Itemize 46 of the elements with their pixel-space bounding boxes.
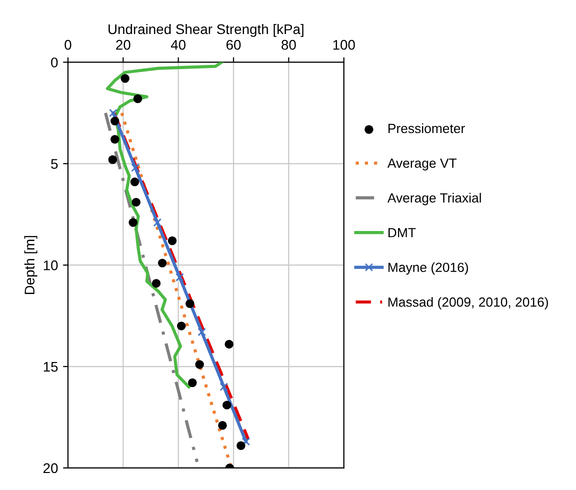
point (198, 328, 206, 336)
x-tick-label: 0 (64, 40, 72, 50)
point (236, 441, 246, 450)
point (152, 278, 161, 288)
point (110, 134, 120, 144)
point (195, 360, 204, 369)
legend-label: Average VT (387, 158, 457, 170)
point (220, 382, 228, 391)
point (128, 218, 138, 227)
x-tick-label: 60 (226, 40, 241, 50)
point (132, 198, 140, 207)
point (186, 299, 194, 308)
point (158, 258, 167, 268)
legend-label: DMT (388, 228, 416, 238)
y-axis-title: Depth [m] (24, 236, 38, 294)
line-series (106, 62, 224, 388)
point (222, 400, 232, 410)
x-tick-label: 40 (170, 40, 186, 50)
point (176, 273, 184, 282)
legend-label: Average Triaxial (387, 192, 481, 206)
y-tick-label: 10 (44, 260, 58, 270)
y-tick-label: 0 (51, 58, 58, 68)
point (188, 378, 197, 388)
point (168, 236, 177, 246)
y-tick-label: 15 (44, 362, 58, 372)
point (109, 108, 118, 118)
y-tick-label: 20 (44, 463, 58, 474)
legend-label: Pressiometer (388, 123, 465, 134)
point (131, 164, 140, 172)
x-axis-title: Undrained Shear Strength [kPa] (108, 24, 304, 37)
point (242, 437, 250, 446)
y-tick-label: 5 (51, 159, 58, 169)
point (224, 340, 234, 349)
x-tick-label: 20 (116, 40, 130, 50)
point (218, 420, 227, 430)
legend-label: Massad (2009, 2010, 2016) (388, 297, 548, 310)
point (153, 218, 162, 227)
point (133, 94, 142, 104)
point (130, 178, 140, 186)
point (110, 116, 120, 126)
point (108, 155, 118, 164)
x-tick-label: 100 (333, 40, 355, 50)
point (120, 74, 130, 83)
point (176, 322, 186, 330)
legend-label: Mayne (2016) (388, 262, 468, 275)
x-tick-label: 80 (282, 40, 296, 50)
